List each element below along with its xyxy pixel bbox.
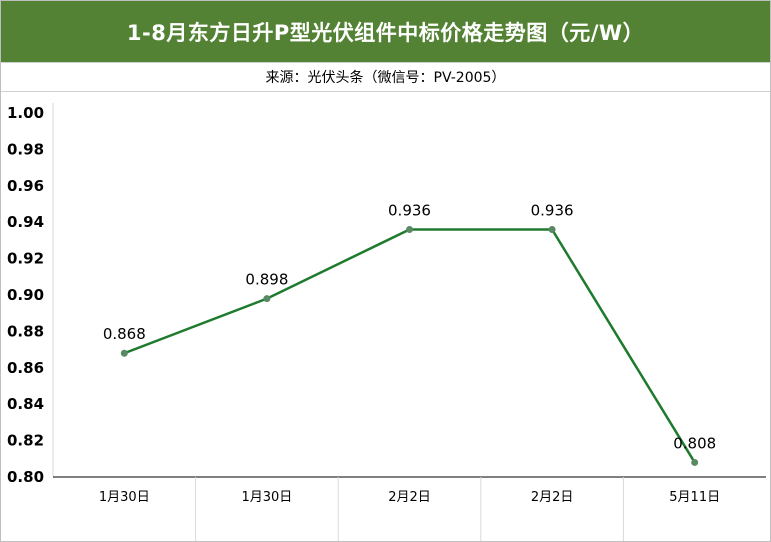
data-point <box>691 458 699 466</box>
y-tick-label: 1.00 <box>7 104 44 122</box>
x-tick-label: 1月30日 <box>241 490 292 505</box>
data-point <box>120 349 128 357</box>
x-tick-label: 2月2日 <box>531 490 574 505</box>
y-tick-label: 0.94 <box>7 213 44 231</box>
data-point <box>263 295 271 303</box>
y-tick-label: 0.90 <box>7 286 44 304</box>
x-tick-label: 5月11日 <box>669 490 720 505</box>
data-label: 0.898 <box>245 271 288 289</box>
y-tick-label: 0.88 <box>7 322 44 340</box>
y-tick-label: 0.82 <box>7 432 44 450</box>
data-label: 0.868 <box>103 325 146 343</box>
title-bar: 1-8月东方日升P型光伏组件中标价格走势图（元/W） <box>1 1 770 62</box>
x-tick-label: 2月2日 <box>388 490 431 505</box>
y-tick-label: 0.98 <box>7 140 44 158</box>
y-tick-label: 0.84 <box>7 395 44 413</box>
chart-subtitle: 来源：光伏头条（微信号：PV-2005） <box>265 70 506 86</box>
y-tick-label: 0.92 <box>7 250 44 268</box>
data-point <box>548 225 556 233</box>
data-label: 0.936 <box>388 201 431 219</box>
series-line <box>123 228 696 464</box>
y-tick-label: 0.80 <box>7 468 44 486</box>
y-tick-label: 0.86 <box>7 359 44 377</box>
chart-title: 1-8月东方日升P型光伏组件中标价格走势图（元/W） <box>126 20 645 45</box>
data-label: 0.936 <box>531 201 574 219</box>
subtitle-row: 来源：光伏头条（微信号：PV-2005） <box>1 62 770 92</box>
x-tick-label: 1月30日 <box>99 490 150 505</box>
data-label: 0.808 <box>673 434 716 452</box>
data-point <box>406 225 413 233</box>
y-tick-label: 0.96 <box>7 177 44 195</box>
